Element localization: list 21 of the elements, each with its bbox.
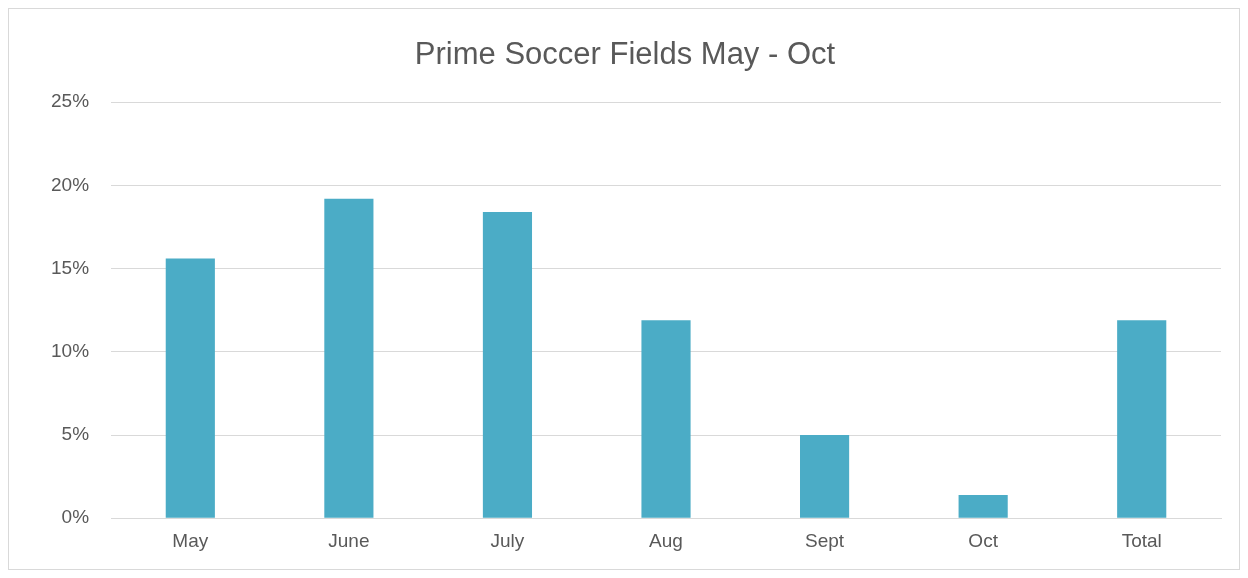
x-tick-label: June — [328, 529, 370, 551]
bar — [324, 198, 374, 518]
chart-title: Prime Soccer Fields May - Oct — [414, 36, 836, 72]
bar — [800, 435, 850, 518]
y-tick-label: 0% — [61, 506, 90, 528]
y-tick-label: 15% — [51, 256, 90, 278]
bar — [165, 258, 215, 518]
y-tick-label: 20% — [51, 173, 90, 195]
x-tick-label: May — [172, 529, 209, 551]
bar — [641, 320, 691, 518]
x-tick-label: Oct — [968, 529, 999, 551]
x-tick-label: July — [490, 529, 525, 551]
bar — [958, 494, 1008, 518]
x-tick-label: Total — [1121, 529, 1162, 551]
y-tick-label: 5% — [61, 423, 90, 445]
y-tick-label: 25% — [51, 90, 90, 112]
y-tick-label: 10% — [51, 340, 90, 362]
bar — [482, 212, 533, 518]
x-tick-label: Aug — [649, 529, 683, 551]
x-tick-label: Sept — [805, 529, 845, 551]
bar — [1117, 320, 1167, 518]
